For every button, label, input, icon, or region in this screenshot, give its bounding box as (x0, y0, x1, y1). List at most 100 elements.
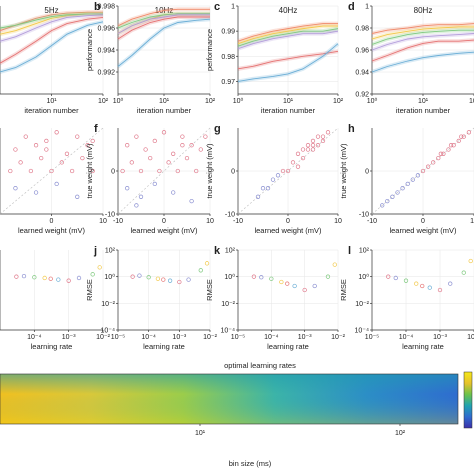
series-line (0, 21, 104, 73)
y-tick-label: 10⁻² (221, 301, 235, 308)
y-tick-label: 1 (365, 4, 369, 11)
data-point (310, 143, 316, 148)
data-point (69, 168, 75, 174)
panel-d: 10⁰ 10¹ 10² 0.92 0.94 0.96 0.98 1 iteration numb… (348, 1, 474, 115)
data-point (325, 274, 331, 279)
x-axis-label: learned weight (mV) (389, 226, 457, 235)
x-axis-label: learning rate (267, 342, 309, 351)
y-tick-label: 10² (359, 248, 370, 255)
data-point (405, 181, 410, 187)
data-point (97, 265, 102, 270)
data-point (48, 276, 53, 281)
x-axis-label: iteration number (24, 106, 79, 115)
x-tick-label: 0 (286, 218, 290, 225)
identity-line (237, 127, 339, 215)
data-point (393, 275, 398, 281)
data-point (300, 155, 306, 161)
data-point (166, 160, 171, 165)
data-point (80, 155, 85, 161)
data-point (414, 281, 419, 286)
series-line (117, 8, 210, 27)
y-tick-label: 10⁻² (101, 301, 115, 308)
data-point (148, 155, 153, 161)
series-line (117, 16, 210, 40)
data-point (427, 285, 432, 290)
data-point (466, 130, 472, 135)
y-tick-label: 10² (105, 248, 116, 255)
x-axis-label: learned weight (mV) (130, 226, 198, 235)
x-tick-label: 10⁻³ (298, 334, 312, 341)
panel-letter-c: c (214, 1, 220, 13)
data-point (385, 198, 390, 204)
data-point (171, 190, 176, 195)
x-tick-label: 10 (206, 218, 214, 225)
data-point (146, 275, 151, 280)
data-point (255, 194, 261, 199)
series-line (117, 13, 210, 29)
data-point (265, 186, 271, 191)
data-point (66, 278, 71, 283)
x-tick-label: 10⁻² (331, 334, 345, 341)
y-tick-label: 10⁻⁴ (355, 328, 370, 335)
series-line (237, 28, 339, 47)
panel-letter-l: l (348, 245, 351, 257)
y-tick-label: 10⁻² (355, 301, 369, 308)
panel-c: 10⁰ 10¹ 10² 0.97 0.98 0.99 1 iteration number pe… (205, 1, 344, 115)
x-tick-label: -10 (233, 218, 243, 225)
data-point (180, 134, 185, 139)
data-point (161, 130, 167, 135)
x-tick-label: 10⁻² (467, 334, 474, 341)
data-point (23, 134, 28, 139)
y-tick-label: 0.97 (221, 79, 235, 86)
data-point (152, 138, 157, 144)
y-axis-label: true weight (mV) (339, 143, 348, 199)
data-point (28, 168, 34, 174)
data-point (400, 186, 405, 191)
y-axis-label: true weight (mV) (205, 143, 214, 199)
data-point (300, 147, 306, 152)
x-axis-label: learned weight (mV) (18, 226, 86, 235)
data-point (130, 274, 135, 279)
data-point (459, 134, 464, 139)
data-point (275, 173, 281, 178)
data-point (194, 168, 199, 174)
x-tick-label: 10⁻⁵ (365, 334, 379, 341)
y-tick-label: 10² (225, 248, 236, 255)
x-axis-label: learned weight (mV) (254, 226, 322, 235)
data-point (56, 277, 61, 282)
data-point (134, 203, 139, 208)
data-point (456, 138, 461, 144)
x-axis-label: learning rate (143, 342, 185, 351)
data-point (138, 168, 144, 174)
heatmap-title: optimal learning rates (224, 361, 296, 370)
data-point (410, 177, 415, 182)
panel-letter-h: h (348, 123, 355, 135)
data-point (59, 160, 64, 165)
data-point (325, 130, 331, 135)
data-point (21, 273, 27, 279)
data-point (446, 147, 451, 152)
y-tick-label: 0.994 (97, 48, 115, 55)
identity-line (117, 127, 211, 215)
data-point (75, 134, 80, 139)
data-point (76, 275, 82, 281)
data-point (425, 164, 431, 169)
series-line (0, 14, 104, 42)
data-point (75, 194, 80, 199)
data-point (285, 168, 291, 174)
x-tick-label: 10² (333, 98, 344, 105)
data-point (461, 134, 466, 139)
x-tick-label: 10⁻² (96, 334, 110, 341)
data-point (125, 186, 130, 191)
data-point (161, 277, 166, 282)
heatmap-overlay (0, 374, 458, 424)
data-point (302, 287, 307, 293)
data-point (204, 261, 210, 266)
x-tick-label: 10² (205, 98, 216, 105)
x-tick-label: 10⁻⁵ (111, 334, 125, 341)
heatmap-x-tick-label: 10¹ (195, 430, 206, 437)
data-point (451, 143, 456, 148)
